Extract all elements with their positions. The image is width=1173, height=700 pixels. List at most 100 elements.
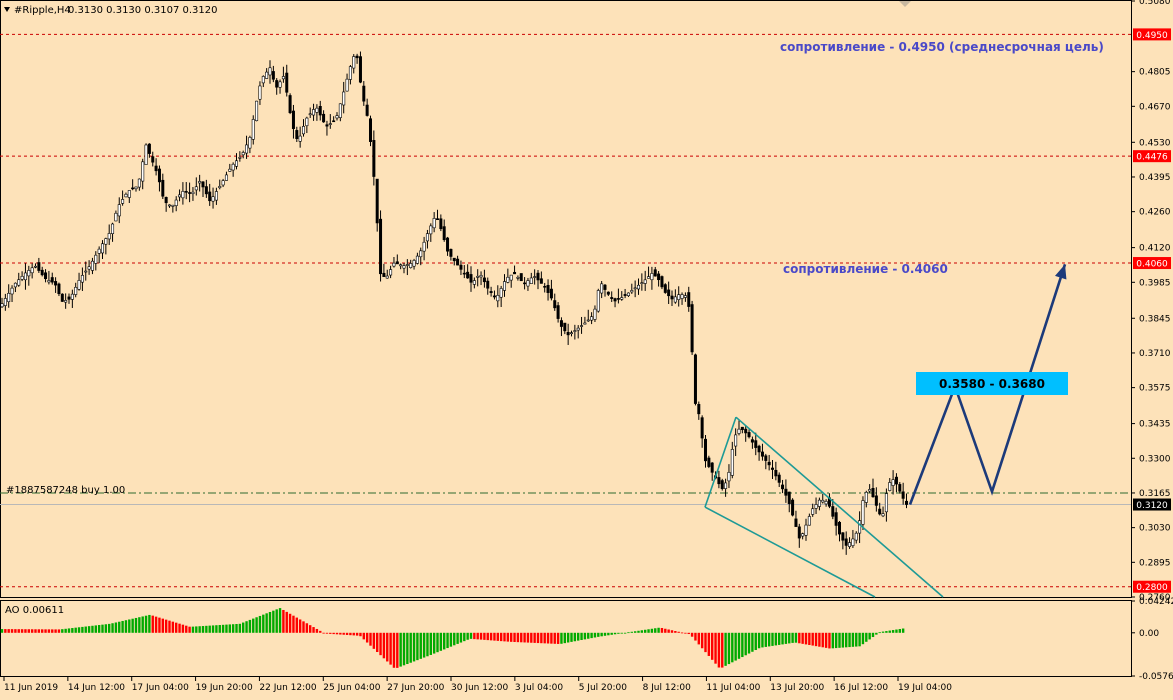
candle-body xyxy=(797,526,801,539)
candle-body xyxy=(298,135,302,142)
ao-bar xyxy=(875,632,878,635)
time-tick-label: 17 Jun 04:00 xyxy=(132,683,189,693)
candle xyxy=(797,523,801,548)
candle-body xyxy=(724,482,728,489)
ao-bar xyxy=(94,625,97,633)
ao-bar xyxy=(148,614,151,633)
ao-bar xyxy=(349,632,352,636)
candle-body xyxy=(395,261,399,265)
candle xyxy=(603,283,607,297)
ao-bar xyxy=(84,626,87,633)
candle xyxy=(201,181,205,197)
candle xyxy=(777,472,781,487)
ao-bar xyxy=(134,617,138,633)
ao-bar xyxy=(41,629,44,633)
candle-body xyxy=(134,186,138,190)
candle-body xyxy=(898,484,902,492)
time-tick-label: 11 Jun 2019 xyxy=(4,683,58,693)
candle-body xyxy=(30,267,34,274)
ao-bar xyxy=(81,626,84,633)
candle-body xyxy=(509,274,513,281)
candle xyxy=(459,260,463,276)
candle xyxy=(643,270,647,291)
candle-body xyxy=(305,117,309,127)
candle-body xyxy=(325,124,329,127)
ao-bar xyxy=(278,608,282,633)
ao-bar xyxy=(97,625,101,633)
ao-bar xyxy=(235,624,238,633)
candle-body xyxy=(372,140,376,177)
ao-bar xyxy=(369,632,372,646)
ao-bar xyxy=(901,628,905,633)
ao-bar xyxy=(164,619,168,633)
price-tick-label: 0.4805 xyxy=(1139,68,1171,78)
time-axis: 11 Jun 2019 14 Jun 12:00 17 Jun 04:00 19 Ju… xyxy=(3,677,952,693)
candle xyxy=(462,265,466,279)
candle-body xyxy=(764,455,768,461)
candle-body xyxy=(469,274,473,283)
ao-bar xyxy=(419,632,422,659)
level-badge xyxy=(1133,498,1171,511)
ao-bar xyxy=(456,632,459,644)
ao-bar xyxy=(463,632,466,642)
candle xyxy=(837,521,841,542)
candle-body xyxy=(228,168,232,172)
price-tick-label: 0.3985 xyxy=(1139,278,1171,288)
ao-bar xyxy=(761,632,764,648)
ao-bar xyxy=(185,625,188,633)
ao-bar xyxy=(687,632,690,635)
ao-bar xyxy=(764,632,767,647)
candle xyxy=(533,269,537,285)
candle xyxy=(50,272,54,285)
candle xyxy=(737,419,741,436)
candle-body xyxy=(583,322,587,325)
ao-bar xyxy=(0,629,4,633)
candle-body xyxy=(429,225,433,235)
candlesticks[interactable] xyxy=(0,51,908,555)
menu-triangle-icon[interactable] xyxy=(4,7,10,12)
candle xyxy=(308,107,312,118)
candle-body xyxy=(191,191,195,195)
candle-body xyxy=(727,472,731,482)
candle xyxy=(322,110,326,123)
candle xyxy=(513,265,517,275)
ao-bar xyxy=(781,632,784,645)
candle xyxy=(37,257,41,273)
candle xyxy=(610,291,614,302)
price-tick-label: 0.3575 xyxy=(1139,384,1171,394)
candle xyxy=(245,135,249,159)
candle xyxy=(111,222,115,242)
indicator-frame xyxy=(0,600,1132,677)
candle xyxy=(312,103,316,121)
candle xyxy=(606,291,610,296)
candle-body xyxy=(710,462,714,473)
candle-body xyxy=(586,319,590,322)
candle-body xyxy=(50,277,54,283)
candle xyxy=(30,263,34,279)
candle-body xyxy=(20,275,24,280)
candle-body xyxy=(844,538,848,546)
ao-bar xyxy=(10,629,14,633)
candle xyxy=(104,237,108,255)
candle xyxy=(241,150,245,159)
candle-body xyxy=(653,269,657,277)
scroll-marker-icon[interactable] xyxy=(899,1,911,7)
candle-body xyxy=(214,191,218,201)
candle xyxy=(77,272,81,291)
candle-body xyxy=(697,404,701,415)
candle xyxy=(415,252,419,265)
candle xyxy=(338,103,342,122)
channel-lower-line xyxy=(704,506,876,598)
candle-body xyxy=(409,263,413,268)
candle xyxy=(553,293,557,311)
ao-bar xyxy=(44,629,47,633)
ao-bar xyxy=(804,632,808,645)
candle xyxy=(774,461,778,481)
ao-bar xyxy=(536,632,540,644)
candle xyxy=(472,277,476,289)
candle-body xyxy=(744,428,748,434)
price-tick-label: 0.4670 xyxy=(1139,102,1171,112)
ao-bar xyxy=(801,632,804,644)
